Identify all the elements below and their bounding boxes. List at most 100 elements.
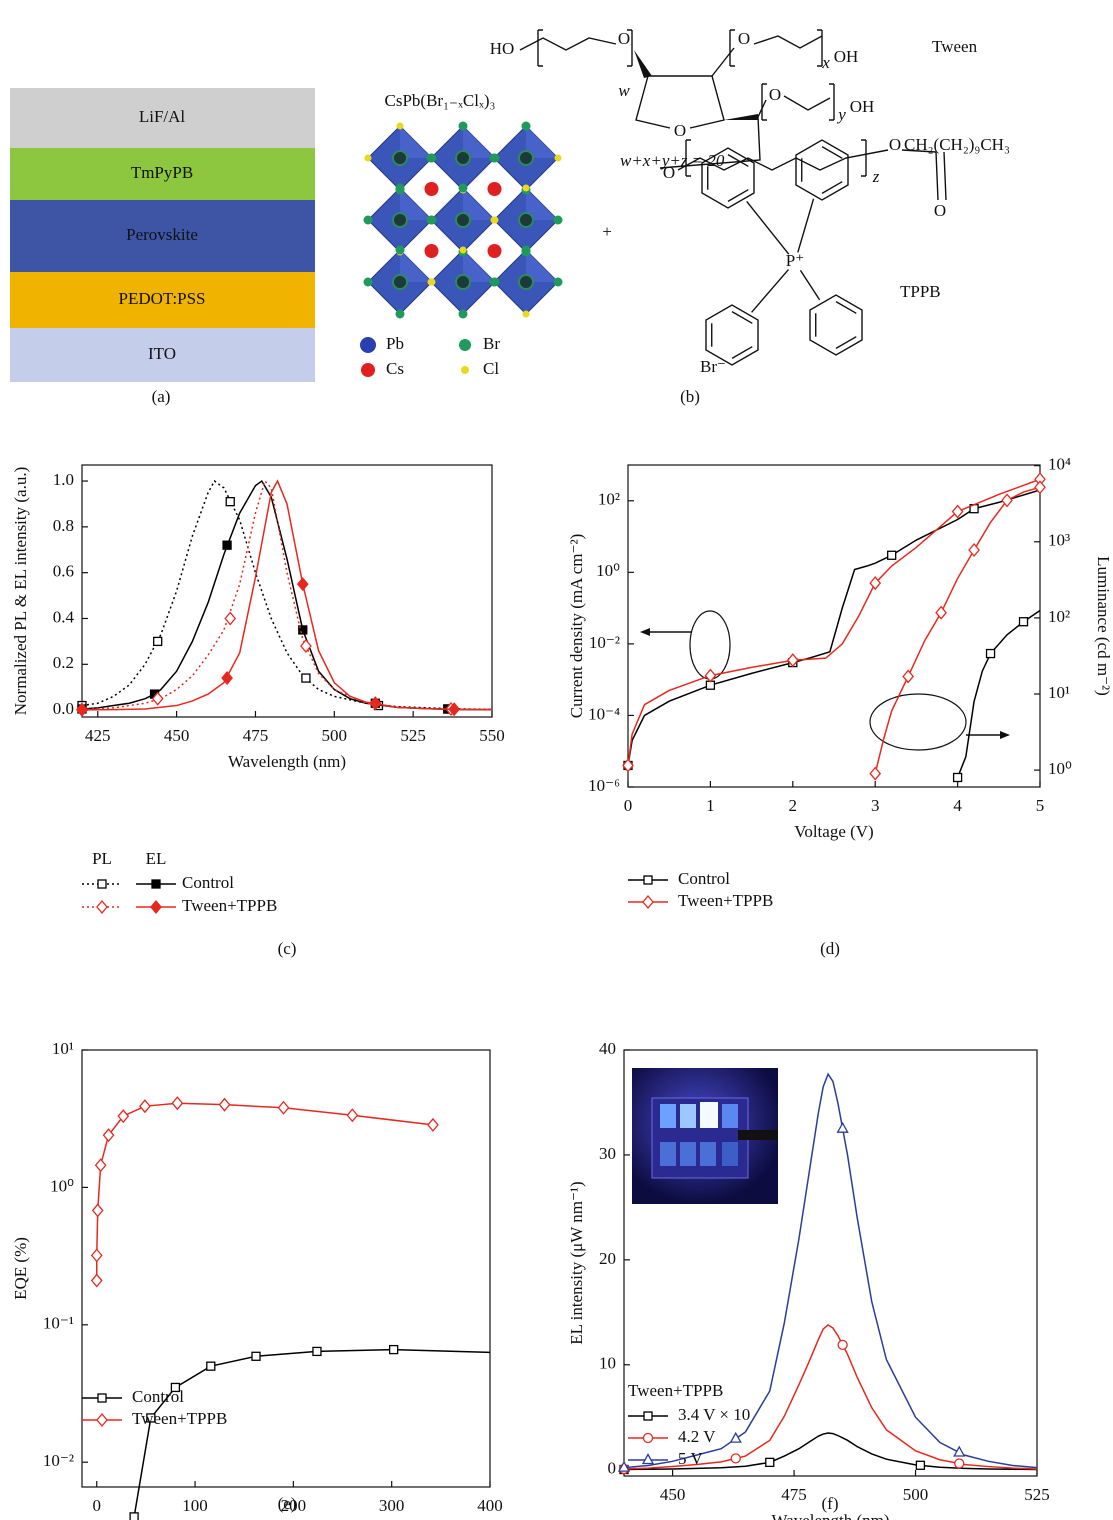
series-line xyxy=(97,1103,433,1280)
legend-column: EL xyxy=(146,849,167,868)
marker xyxy=(93,1204,103,1216)
y-tick-label: 0.8 xyxy=(53,516,74,535)
marker xyxy=(313,1347,321,1355)
x-axis-title: Wavelength (nm) xyxy=(771,1511,889,1520)
tween-skeleton xyxy=(520,30,946,200)
y-tick-label: 10⁻¹ xyxy=(43,1314,74,1333)
legend-marker xyxy=(643,896,653,908)
br-atom xyxy=(459,184,468,193)
marker xyxy=(888,551,896,559)
x-tick-label: 525 xyxy=(400,726,426,745)
marker xyxy=(954,773,962,781)
br-atom xyxy=(396,184,405,193)
cl-atom xyxy=(491,217,498,224)
crystal-formula: CsPb(Br₁₋ₓClₓ)₃ xyxy=(385,91,496,110)
atom-key xyxy=(360,337,376,353)
marker xyxy=(96,1159,106,1171)
marker xyxy=(969,544,979,556)
double-bond xyxy=(728,155,748,167)
tween-atom: O xyxy=(889,135,901,154)
br-atom xyxy=(490,154,499,163)
marker xyxy=(731,1454,740,1463)
p-bond xyxy=(798,199,814,253)
br-atom xyxy=(427,216,436,225)
x-tick-label: 525 xyxy=(1024,1485,1050,1504)
y-tick-label: 10⁻² xyxy=(43,1451,74,1470)
y2-tick-label: 10⁰ xyxy=(1048,759,1072,778)
phenyl-ring xyxy=(796,140,848,200)
y-tick-label: 10⁻² xyxy=(589,633,620,652)
x-tick-label: 400 xyxy=(477,1496,503,1515)
legend-label: Control xyxy=(132,1387,184,1406)
legend-marker xyxy=(98,1394,106,1402)
tween-sum: w+x+y+z = 20 xyxy=(620,151,725,170)
legend-marker xyxy=(98,880,106,888)
y-tick-label: 40 xyxy=(599,1039,616,1058)
layer-label: Perovskite xyxy=(126,225,198,244)
marker xyxy=(428,1119,438,1131)
tppb-name: TPPB xyxy=(900,282,941,301)
br-atom xyxy=(522,122,531,131)
marker xyxy=(838,1123,848,1132)
pb-atom xyxy=(519,213,533,227)
marker xyxy=(223,541,231,549)
cs-atom xyxy=(425,244,439,258)
cl-atom xyxy=(460,247,467,254)
y-tick-label: 1.0 xyxy=(53,470,74,489)
cl-atom xyxy=(555,155,562,162)
tween-atom: O xyxy=(618,29,630,48)
y-tick-label: 0.4 xyxy=(53,607,75,626)
x-tick-label: 100 xyxy=(182,1496,208,1515)
atom-label: Pb xyxy=(386,334,404,353)
marker xyxy=(302,674,310,682)
y-tick-label: 0.6 xyxy=(53,562,74,581)
legend-marker xyxy=(643,1455,653,1464)
x-tick-label: 550 xyxy=(479,726,505,745)
y2-axis-title: Luminance (cd m⁻²) xyxy=(1094,556,1113,696)
legend-label: Tween+TPPB xyxy=(182,896,277,915)
y-tick-label: 10⁰ xyxy=(596,561,620,580)
x-tick-label: 475 xyxy=(781,1485,807,1504)
legend-label: Tween+TPPB xyxy=(132,1409,227,1428)
x-tick-label: 500 xyxy=(903,1485,929,1504)
layer-label: ITO xyxy=(148,344,176,363)
marker xyxy=(390,1346,398,1354)
marker xyxy=(207,1362,215,1370)
y-tick-label: 10⁻⁶ xyxy=(588,776,620,795)
y-tick-label: 10¹ xyxy=(52,1039,74,1058)
y-axis-title: EL intensity (μW nm⁻¹) xyxy=(567,1181,586,1344)
x-tick-label: 475 xyxy=(243,726,269,745)
marker xyxy=(225,612,235,624)
inset-photo xyxy=(632,1068,778,1204)
cl-atom xyxy=(397,123,404,130)
double-bond xyxy=(836,337,856,349)
legend-label: 5 V xyxy=(678,1449,703,1468)
y-tick-label: 10⁰ xyxy=(50,1176,74,1195)
legend-title: Tween+TPPB xyxy=(628,1381,723,1400)
series-line xyxy=(875,487,1040,773)
y-axis-title: Normalized PL & EL intensity (a.u.) xyxy=(11,467,30,715)
marker xyxy=(130,1513,138,1520)
x-tick-label: 0 xyxy=(92,1496,101,1515)
layer-label: LiF/Al xyxy=(139,107,186,126)
marker xyxy=(987,650,995,658)
layer-label: PEDOT:PSS xyxy=(118,289,205,308)
marker xyxy=(870,768,880,780)
cs-atom xyxy=(488,182,502,196)
marker xyxy=(140,1100,150,1112)
x-tick-label: 5 xyxy=(1036,796,1045,815)
tween-atom: y xyxy=(836,105,846,124)
pb-atom xyxy=(519,275,533,289)
series-line xyxy=(134,1350,490,1517)
legend-marker xyxy=(644,876,652,884)
pb-atom xyxy=(456,213,470,227)
double-bond xyxy=(732,312,752,324)
tween-atom: OH xyxy=(850,97,875,116)
series-line xyxy=(82,481,492,709)
x-tick-label: 450 xyxy=(660,1485,686,1504)
p-bond xyxy=(800,270,819,299)
cl-atom xyxy=(523,311,530,318)
atom-label: Cl xyxy=(483,359,499,378)
cl-atom xyxy=(428,279,435,286)
pb-atom xyxy=(393,275,407,289)
